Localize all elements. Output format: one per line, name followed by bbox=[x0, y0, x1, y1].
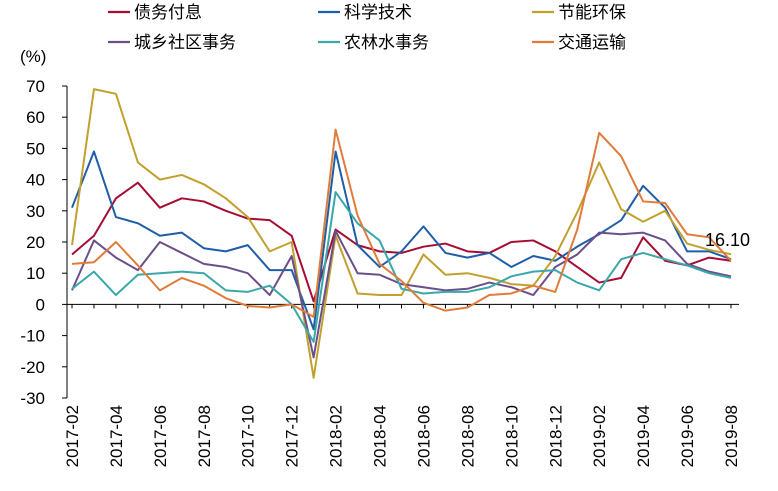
y-tick-label: 40 bbox=[26, 171, 45, 190]
y-axis-unit-label: (%) bbox=[20, 47, 46, 66]
axes: -30 -20 -10 0 10 20 30 40 50 60 70 2017-02 2017-04 20… bbox=[20, 77, 741, 467]
x-tick-label: 2017-08 bbox=[195, 405, 214, 467]
series-line-6 bbox=[71, 128, 732, 318]
x-tick-label: 2018-10 bbox=[502, 405, 521, 467]
y-tick-label: -10 bbox=[20, 327, 45, 346]
y-tick-label: 60 bbox=[26, 108, 45, 127]
y-tick-label: 0 bbox=[36, 295, 45, 314]
x-tick-label: 2018-12 bbox=[546, 405, 565, 467]
x-tick-label: 2017-10 bbox=[239, 405, 258, 467]
x-tick-label: 2018-04 bbox=[371, 405, 390, 467]
legend-label: 农林水事务 bbox=[344, 33, 429, 53]
y-tick-label: 30 bbox=[26, 202, 45, 221]
y-tick-label: 10 bbox=[26, 264, 45, 283]
series-line-3 bbox=[71, 88, 732, 379]
x-tick-label: 2017-06 bbox=[151, 405, 170, 467]
end-value-annotation: 16.10 bbox=[705, 230, 750, 250]
x-tick-label: 2019-06 bbox=[678, 405, 697, 467]
x-tick-label: 2018-08 bbox=[458, 405, 477, 467]
series-line-5 bbox=[71, 191, 732, 343]
y-tick-label: 50 bbox=[26, 139, 45, 158]
x-tick-label: 2017-04 bbox=[107, 405, 126, 467]
x-tick-label: 2017-12 bbox=[283, 405, 302, 467]
x-tick-label: 2017-02 bbox=[63, 405, 82, 467]
series-lines bbox=[71, 88, 732, 379]
legend-label: 城乡社区事务 bbox=[134, 33, 236, 53]
legend-label: 科学技术 bbox=[344, 3, 412, 23]
legend-label: 债务付息 bbox=[134, 3, 202, 23]
legend-label: 交通运输 bbox=[558, 33, 626, 53]
x-tick-label: 2018-06 bbox=[414, 405, 433, 467]
legend-label: 节能环保 bbox=[558, 3, 626, 23]
y-tick-label: 70 bbox=[26, 77, 45, 96]
series-line-1 bbox=[71, 181, 732, 303]
x-tick-label: 2019-08 bbox=[722, 405, 741, 467]
series-line-4 bbox=[71, 230, 732, 359]
y-tick-label: -20 bbox=[20, 358, 45, 377]
series-line-2 bbox=[71, 150, 732, 331]
y-tick-label: -30 bbox=[20, 389, 45, 408]
x-tick-label: 2019-04 bbox=[634, 405, 653, 467]
x-tick-label: 2019-02 bbox=[590, 405, 609, 467]
x-tick-label: 2018-02 bbox=[327, 405, 346, 467]
y-tick-label: 20 bbox=[26, 233, 45, 252]
